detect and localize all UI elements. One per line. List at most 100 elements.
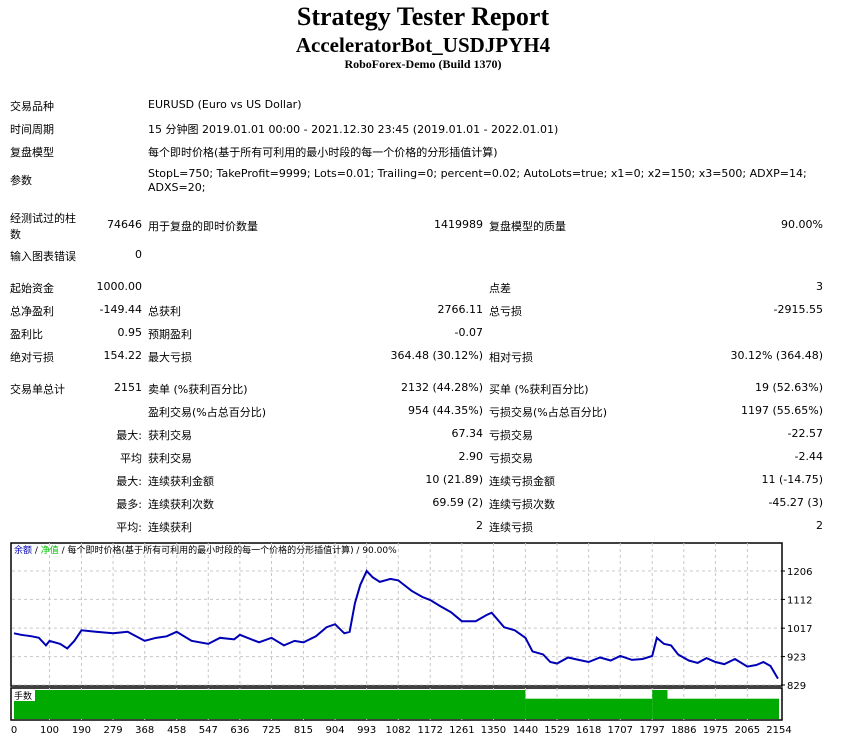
x-tick-label: 1172 [418, 725, 443, 736]
x-tick-label: 1529 [544, 725, 569, 736]
stat-value: 2132 (44.28%) [400, 381, 483, 394]
bars-label: 经测试过的柱 [10, 212, 76, 225]
x-tick-label: 815 [294, 725, 313, 736]
stat-value: 平均: [116, 521, 142, 534]
balance-line [13, 569, 779, 680]
bars-label-cont: 数 [10, 228, 21, 241]
stat-value: 2 [476, 519, 483, 532]
x-tick-label: 190 [72, 725, 91, 736]
volume-bar [525, 698, 653, 719]
report-title: Strategy Tester Report [296, 2, 550, 31]
balance-chart: 0 100 190 279 368 458 547 636 725 815 904 993 1082 11… [10, 542, 812, 736]
stat-value: 19 (52.63%) [754, 381, 823, 394]
x-tick-label: 547 [199, 725, 218, 736]
stat-label: 获利交易 [148, 452, 192, 465]
y-tick-label: 1112 [787, 595, 812, 606]
x-tick-label: 1261 [449, 725, 474, 736]
legend-model: / 每个即时价格(基于所有可利用的最小时段的每一个价格的分形插值计算) / 90… [59, 544, 397, 556]
stat-label: 连续获利金额 [148, 475, 214, 488]
stat-label: 连续亏损次数 [489, 498, 555, 511]
info-value: EURUSD (Euro vs US Dollar) [148, 98, 302, 111]
stat-label: 盈利比 [10, 328, 43, 341]
stat-value: 3 [816, 280, 823, 293]
stat-value: 69.59 (2) [432, 496, 483, 509]
x-tick-label: 1440 [513, 725, 538, 736]
stat-value: 67.34 [451, 427, 484, 440]
y-tick-label: 1206 [787, 567, 812, 578]
stat-value: -149.44 [99, 303, 142, 316]
stat-value: 最大: [116, 429, 142, 442]
volume-bar [652, 690, 668, 719]
server-build: RoboForex-Demo (Build 1370) [344, 57, 502, 71]
stat-value: 平均 [120, 452, 142, 465]
y-tick-label: 1017 [787, 624, 812, 635]
y-tick-label: 923 [787, 653, 806, 664]
stat-label: 起始资金 [10, 282, 54, 295]
stat-label: 亏损交易 [489, 452, 533, 465]
quality-value: 90.00% [781, 218, 823, 231]
volume-label: 手数 [14, 690, 32, 702]
legend-sep: / [32, 546, 41, 556]
stat-value: 最多: [116, 498, 142, 511]
volume-label-bg [13, 690, 35, 701]
stat-value: 11 (-14.75) [761, 473, 823, 486]
x-tick-label: 2065 [735, 725, 760, 736]
info-value: 15 分钟图 2019.01.01 00:00 - 2021.12.30 23:… [148, 123, 559, 136]
quality-label: 复盘模型的质量 [489, 220, 566, 233]
legend-equity: 净值 [41, 544, 59, 556]
stat-value: 0.95 [117, 326, 143, 339]
x-tick-label: 1082 [386, 725, 411, 736]
stat-value: -22.57 [787, 427, 823, 440]
ticks-label: 用于复盘的即时价数量 [148, 220, 258, 233]
x-tick-label: 368 [135, 725, 154, 736]
stat-label: 交易单总计 [10, 383, 65, 396]
info-value-cont: ADXS=20; [148, 181, 206, 194]
stat-label: 亏损交易 [489, 429, 533, 442]
stat-value: -2.44 [794, 450, 823, 463]
bars-value: 74646 [107, 218, 142, 231]
x-tick-label: 1797 [639, 725, 664, 736]
info-label: 参数 [10, 174, 32, 187]
stat-value: 2 [816, 519, 823, 532]
stat-label: 亏损交易(%占总百分比) [489, 406, 608, 419]
stat-value: 最大: [116, 475, 142, 488]
stat-label: 连续亏损金额 [489, 475, 555, 488]
x-tick-label: 2154 [766, 725, 791, 736]
stat-value: 2151 [114, 381, 142, 394]
x-tick-label: 1350 [481, 725, 506, 736]
report-subtitle: AcceleratorBot_USDJPYH4 [295, 33, 551, 57]
stat-value: 30.12% (364.48) [730, 349, 823, 362]
x-tick-label: 1975 [703, 725, 728, 736]
errors-label: 输入图表错误 [10, 250, 76, 263]
chart-legend: 余额 / 净值 / 每个即时价格(基于所有可利用的最小时段的每一个价格的分形插值… [14, 544, 397, 556]
x-tick-label: 279 [104, 725, 123, 736]
stat-label: 预期盈利 [148, 328, 192, 341]
stat-value: 154.22 [103, 349, 143, 362]
info-label: 复盘模型 [10, 146, 54, 159]
stat-label: 总获利 [148, 305, 181, 318]
stat-label: 买单 (%获利百分比) [489, 383, 589, 396]
x-tick-label: 993 [357, 725, 376, 736]
stat-value: 1000.00 [96, 280, 143, 293]
info-value: 每个即时价格(基于所有可利用的最小时段的每一个价格的分形插值计算) [148, 146, 498, 159]
volume-bar [14, 690, 526, 719]
ticks-value: 1419989 [434, 218, 483, 231]
stat-label: 连续获利次数 [148, 498, 214, 511]
info-value: StopL=750; TakeProfit=9999; Lots=0.01; T… [148, 167, 807, 180]
x-tick-label: 1886 [671, 725, 696, 736]
stat-value: 954 (44.35%) [407, 404, 483, 417]
x-tick-label: 1707 [608, 725, 633, 736]
plot-area [10, 542, 783, 687]
x-tick-label: 100 [40, 725, 59, 736]
stat-label: 相对亏损 [489, 351, 533, 364]
stat-value: -2915.55 [773, 303, 823, 316]
x-tick-label: 0 [11, 725, 17, 736]
stat-label: 总净盈利 [10, 305, 54, 318]
stat-label: 获利交易 [148, 429, 192, 442]
stat-value: -45.27 (3) [768, 496, 823, 509]
stat-label: 最大亏损 [148, 351, 192, 364]
stat-label: 总亏损 [489, 305, 522, 318]
x-tick-label: 1618 [576, 725, 601, 736]
stat-label: 卖单 (%获利百分比) [148, 383, 248, 396]
x-tick-label: 458 [167, 725, 186, 736]
